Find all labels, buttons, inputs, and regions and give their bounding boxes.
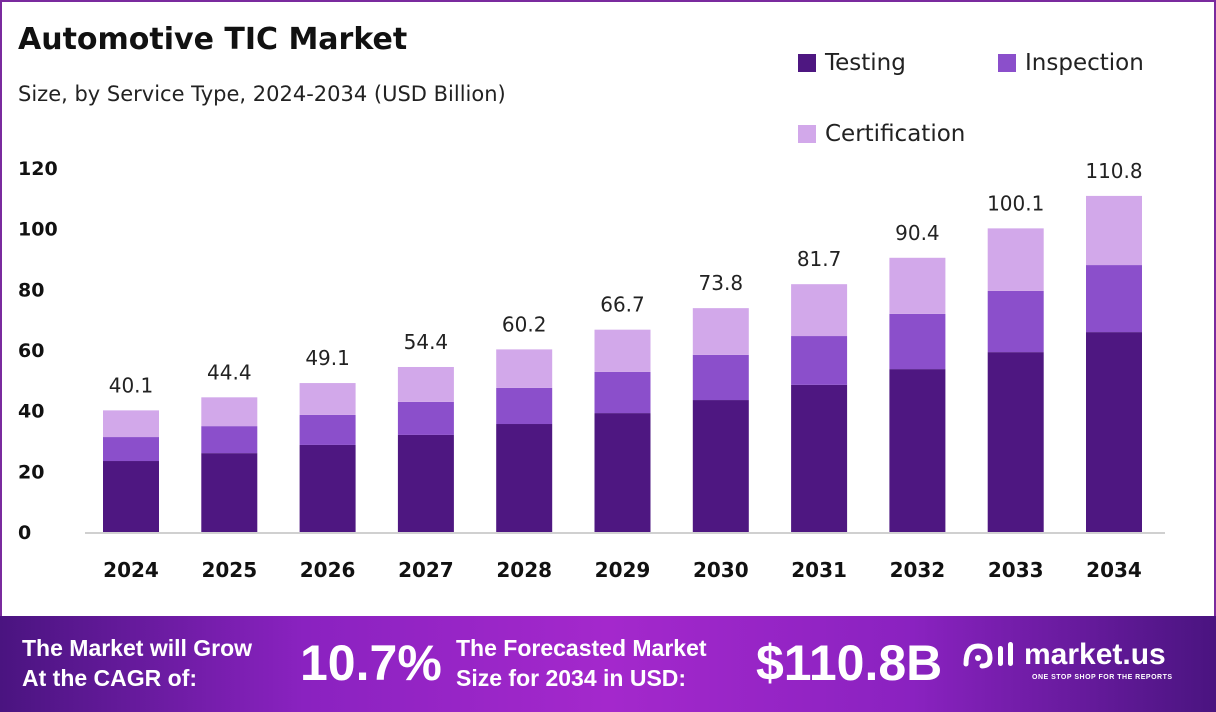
legend-item-certification: Certification [798,121,965,147]
bar-segment-inspection [496,387,553,425]
market-us-logo: market.us ONE STOP SHOP FOR THE REPORTS [962,638,1172,681]
bar-segment-certification [1086,195,1142,266]
bar-segment-testing [103,461,159,532]
legend-label: Certification [825,121,966,147]
forecast-label: The Forecasted Market Size for 2034 in U… [456,633,707,693]
total-data-label: 49.1 [305,346,350,370]
logo-name: market.us [1024,638,1166,671]
y-tick-label: 0 [18,522,31,544]
bar-segment-inspection [594,371,651,414]
total-data-label: 81.7 [797,247,842,271]
total-data-label: 44.4 [207,360,252,384]
cagr-value: 10.7% [300,635,442,691]
total-data-label: 100.1 [987,191,1044,215]
y-tick-label: 20 [18,461,44,483]
x-tick-label: 2027 [398,558,454,582]
bar-segment-testing [496,424,553,532]
bar-segment-inspection [299,414,356,445]
bar-segment-certification [201,397,258,427]
y-tick-label: 80 [18,279,44,301]
legend-item-testing: Testing [798,50,906,76]
bar-segment-inspection [201,426,258,454]
bar-segment-certification [889,257,946,314]
bar-segment-inspection [103,437,159,462]
y-tick-label: 60 [18,340,44,362]
bar-segment-inspection [987,290,1044,353]
x-tick-label: 2026 [300,558,356,582]
x-tick-label: 2030 [693,558,749,582]
legend-swatch [798,125,816,143]
bar-segment-certification [692,308,749,355]
bar-segment-certification [987,228,1044,291]
bar-segment-certification [594,329,651,372]
y-tick-label: 40 [18,401,44,423]
x-tick-label: 2028 [496,558,552,582]
summary-banner: The Market will Grow At the CAGR of: 10.… [0,616,1216,712]
x-tick-label: 2029 [595,558,651,582]
bar-segment-testing [1086,332,1142,532]
bar-segment-inspection [397,401,454,435]
bar-segment-inspection [791,336,848,385]
bar-segment-inspection [692,354,749,401]
bar-segment-testing [594,413,651,532]
cagr-label-line2: At the CAGR of: [22,665,198,691]
bar-segment-inspection [1086,265,1142,333]
y-tick-label: 100 [18,219,58,241]
y-tick-label: 120 [18,158,58,180]
logo-tagline: ONE STOP SHOP FOR THE REPORTS [1032,674,1173,681]
logo-icon [963,642,1013,669]
bar-segment-certification [103,410,159,438]
bar-segment-testing [987,352,1044,532]
bar-segment-certification [791,284,848,337]
legend-label: Inspection [1025,50,1144,76]
x-tick-label: 2033 [988,558,1044,582]
bar-segment-certification [397,366,454,402]
total-data-label: 54.4 [404,330,449,354]
chart-title: Automotive TIC Market [18,22,408,57]
bar-segment-testing [889,369,946,532]
x-tick-label: 2032 [890,558,946,582]
x-tick-label: 2031 [791,558,847,582]
bar-segment-testing [791,384,848,532]
bar-segment-testing [299,444,356,532]
legend-swatch [798,54,816,72]
forecast-value: $110.8B [756,635,943,691]
cagr-label-line1: The Market will Grow [22,635,253,661]
x-tick-label: 2034 [1086,558,1142,582]
forecast-label-line2: Size for 2034 in USD: [456,665,687,691]
bar-segment-testing [201,453,258,532]
bar-segment-testing [397,434,454,532]
total-data-label: 110.8 [1085,159,1142,183]
chart-plot: 0 20 40 60 80 100 120 40.1 2024 44.4 2025 49.1 2026 5… [18,158,1165,582]
x-tick-label: 2024 [103,558,159,582]
bar-segment-inspection [889,313,946,370]
chart-subtitle: Size, by Service Type, 2024-2034 (USD Bi… [18,82,506,106]
total-data-label: 40.1 [109,373,154,397]
bar-segment-certification [299,383,356,415]
forecast-label-line1: The Forecasted Market [456,635,707,661]
legend-label: Testing [825,50,906,76]
total-data-label: 90.4 [895,221,940,245]
total-data-label: 60.2 [502,312,547,336]
total-data-label: 66.7 [600,293,645,317]
total-data-label: 73.8 [699,271,744,295]
legend-swatch [998,54,1016,72]
cagr-label: The Market will Grow At the CAGR of: [22,633,252,693]
legend-item-inspection: Inspection [998,50,1144,76]
bar-segment-certification [496,349,553,388]
bar-segment-testing [692,400,749,532]
x-tick-label: 2025 [201,558,257,582]
